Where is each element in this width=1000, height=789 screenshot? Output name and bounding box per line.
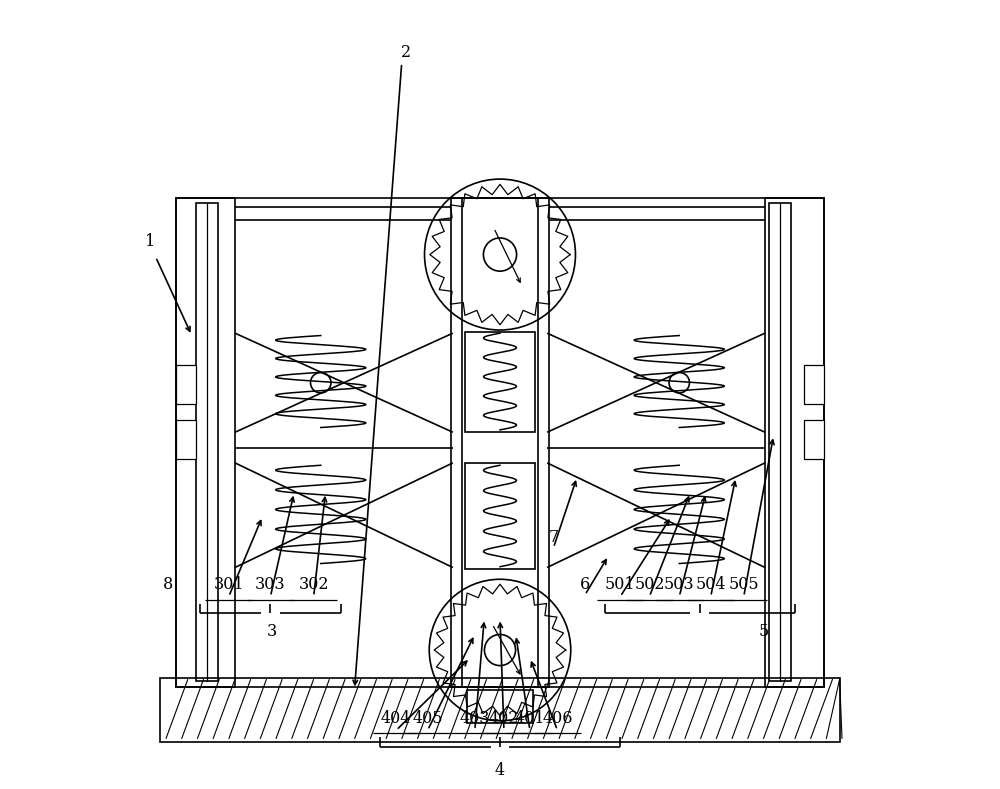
Bar (804, 420, 824, 459)
Text: 4: 4 (495, 762, 505, 779)
Bar (196, 204, 218, 682)
Text: 502: 502 (634, 576, 665, 593)
Text: 5: 5 (758, 623, 769, 641)
Bar (467, 690, 533, 724)
Bar (804, 365, 824, 404)
Bar (451, 198, 549, 687)
Text: 401: 401 (515, 710, 545, 727)
Text: 8: 8 (163, 576, 173, 593)
Text: 3: 3 (267, 623, 277, 641)
Text: 302: 302 (298, 576, 329, 593)
Text: 301: 301 (213, 576, 244, 593)
Bar (176, 365, 196, 404)
Text: 6: 6 (580, 576, 590, 593)
Bar (176, 198, 824, 687)
Text: 303: 303 (255, 576, 286, 593)
Text: 1: 1 (145, 233, 155, 249)
Text: 505: 505 (728, 576, 759, 593)
Text: 406: 406 (542, 710, 573, 727)
Bar (176, 420, 196, 459)
Bar (160, 678, 840, 742)
Text: 402: 402 (489, 710, 519, 727)
Bar (462, 198, 538, 687)
Text: 404: 404 (381, 710, 411, 727)
Bar (465, 463, 535, 569)
Bar (465, 331, 535, 432)
Text: 503: 503 (664, 576, 695, 593)
Bar (765, 198, 824, 687)
Text: 405: 405 (412, 710, 443, 727)
Bar (769, 204, 791, 682)
Text: 403: 403 (460, 710, 490, 727)
Text: 7: 7 (548, 529, 559, 546)
Text: 2: 2 (401, 44, 411, 61)
Text: 504: 504 (695, 576, 726, 593)
Bar (176, 198, 235, 687)
Text: 501: 501 (605, 576, 636, 593)
